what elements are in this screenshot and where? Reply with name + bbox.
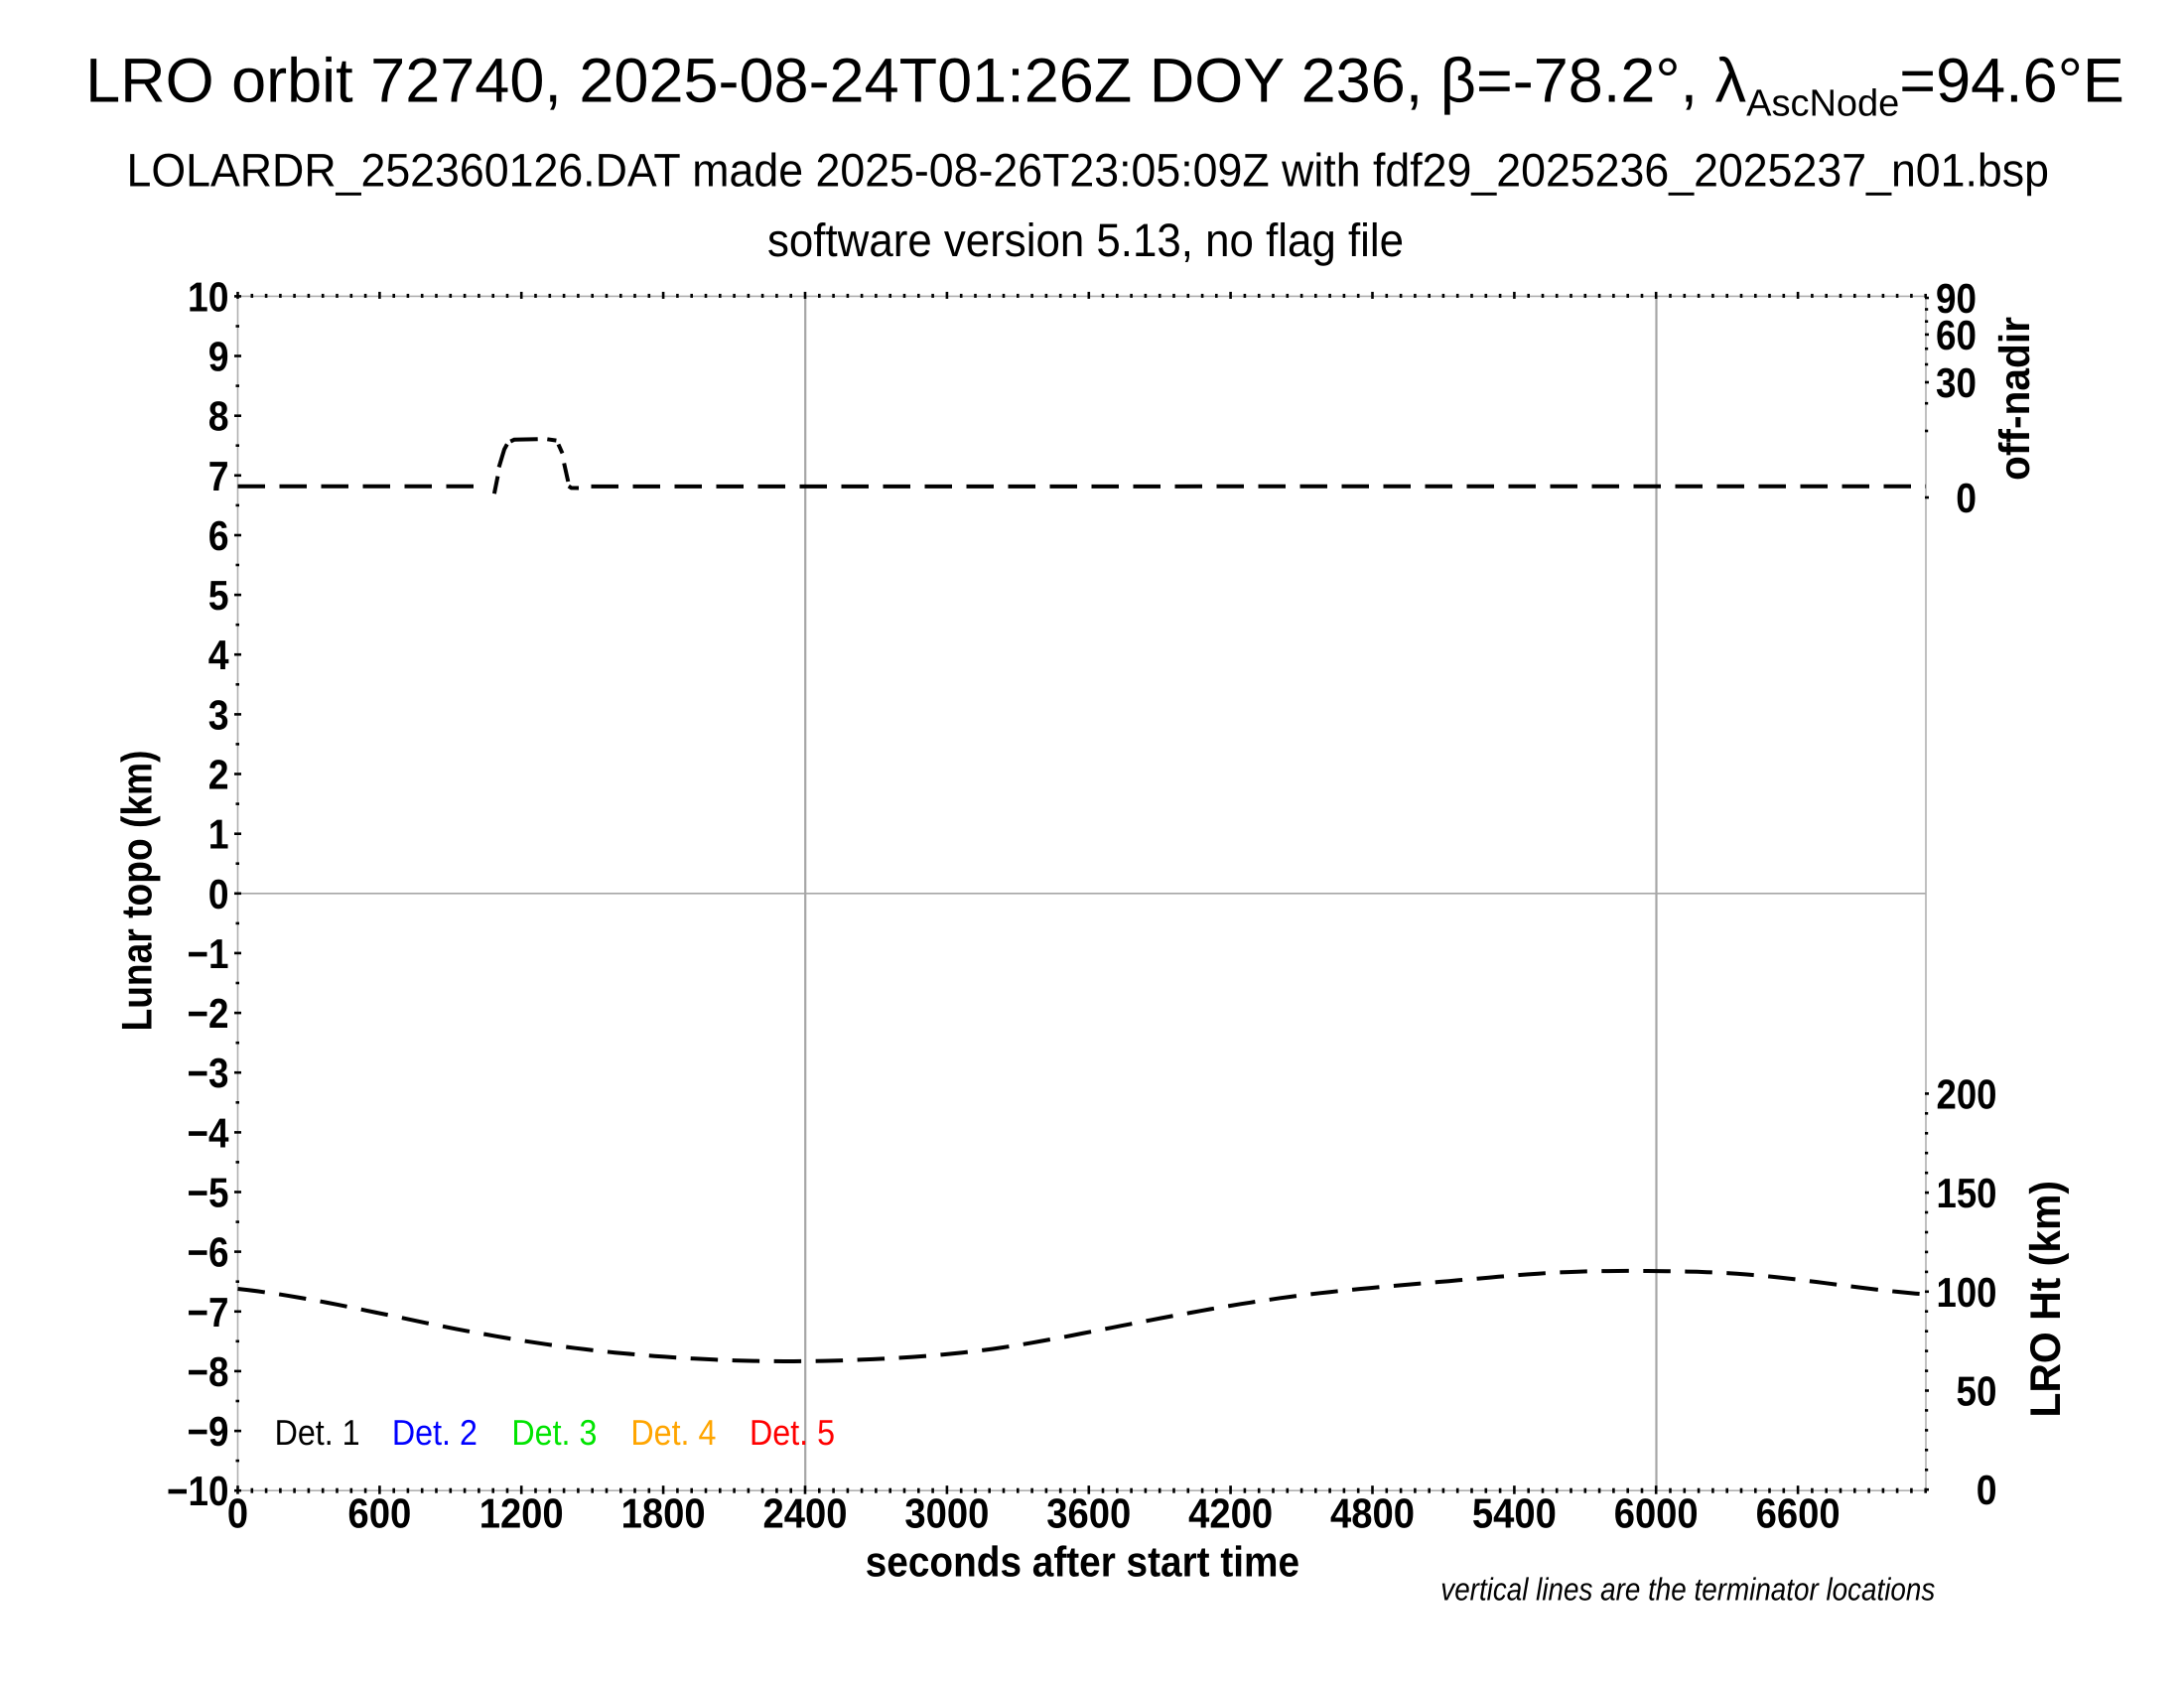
- svg-text:6: 6: [208, 512, 229, 559]
- svg-text:200: 200: [1937, 1070, 1997, 1117]
- svg-text:6000: 6000: [1614, 1490, 1699, 1537]
- svg-text:off-nadir: off-nadir: [1991, 317, 2039, 481]
- svg-text:Lunar topo (km): Lunar topo (km): [114, 751, 162, 1032]
- svg-text:−1: −1: [188, 930, 229, 977]
- svg-text:600: 600: [347, 1490, 411, 1537]
- svg-text:vertical lines are the termina: vertical lines are the terminator locati…: [1440, 1572, 1935, 1608]
- svg-text:9: 9: [208, 334, 229, 380]
- svg-text:−5: −5: [188, 1170, 229, 1216]
- svg-text:−10: −10: [167, 1468, 229, 1514]
- svg-text:4200: 4200: [1188, 1490, 1273, 1537]
- svg-text:LRO Ht (km): LRO Ht (km): [2022, 1181, 2070, 1418]
- svg-text:3000: 3000: [904, 1490, 989, 1537]
- svg-text:0: 0: [208, 871, 229, 917]
- svg-text:10: 10: [188, 273, 229, 320]
- svg-text:Det. 2: Det. 2: [392, 1412, 478, 1453]
- svg-text:3: 3: [208, 691, 229, 738]
- svg-text:150: 150: [1937, 1170, 1997, 1216]
- svg-text:Det. 1: Det. 1: [275, 1412, 360, 1453]
- svg-text:−4: −4: [188, 1109, 230, 1156]
- svg-text:5400: 5400: [1472, 1490, 1557, 1537]
- svg-text:4: 4: [208, 632, 229, 678]
- svg-text:−8: −8: [188, 1348, 229, 1395]
- svg-text:2400: 2400: [763, 1490, 848, 1537]
- svg-text:1200: 1200: [479, 1490, 564, 1537]
- svg-text:−3: −3: [188, 1050, 229, 1096]
- svg-text:8: 8: [208, 393, 229, 440]
- svg-text:LOLARDR_252360126.DAT made 202: LOLARDR_252360126.DAT made 2025-08-26T23…: [127, 144, 2050, 197]
- svg-text:software version 5.13, no flag: software version 5.13, no flag file: [767, 213, 1404, 266]
- svg-text:0: 0: [1956, 475, 1977, 521]
- svg-text:5: 5: [208, 572, 229, 619]
- svg-text:seconds after start time: seconds after start time: [866, 1538, 1299, 1586]
- svg-text:−9: −9: [188, 1408, 229, 1455]
- svg-text:−7: −7: [188, 1289, 229, 1336]
- svg-text:90: 90: [1936, 275, 1977, 322]
- svg-text:30: 30: [1936, 359, 1977, 406]
- svg-text:−2: −2: [188, 990, 229, 1037]
- svg-text:2: 2: [208, 752, 229, 798]
- svg-text:50: 50: [1957, 1368, 1997, 1415]
- svg-text:1800: 1800: [621, 1490, 706, 1537]
- svg-text:60: 60: [1936, 312, 1977, 358]
- svg-text:Det. 4: Det. 4: [630, 1412, 716, 1453]
- svg-text:0: 0: [1977, 1467, 1997, 1513]
- svg-text:7: 7: [208, 453, 229, 499]
- svg-text:0: 0: [227, 1490, 248, 1537]
- svg-text:1: 1: [208, 811, 229, 858]
- svg-text:4800: 4800: [1330, 1490, 1415, 1537]
- svg-text:3600: 3600: [1046, 1490, 1131, 1537]
- svg-text:100: 100: [1937, 1269, 1997, 1316]
- svg-text:6600: 6600: [1756, 1490, 1841, 1537]
- svg-text:Det. 5: Det. 5: [750, 1412, 835, 1453]
- svg-text:Det. 3: Det. 3: [511, 1412, 597, 1453]
- svg-text:−6: −6: [188, 1229, 229, 1276]
